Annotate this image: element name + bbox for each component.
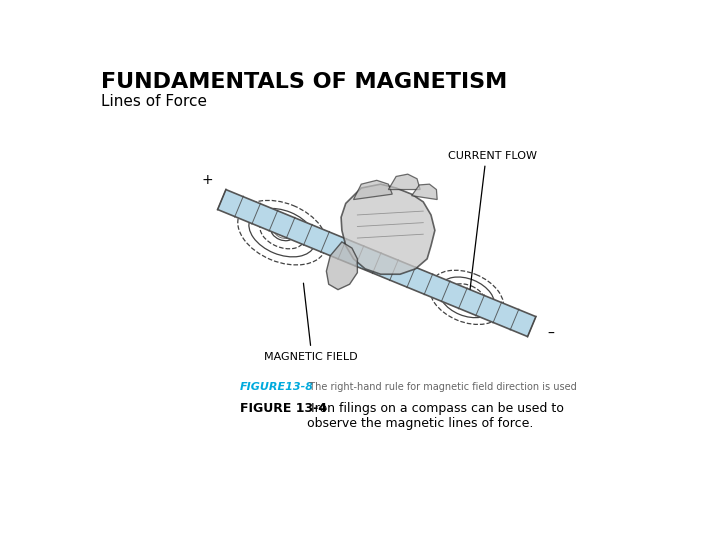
- Polygon shape: [354, 180, 392, 200]
- Text: +: +: [202, 173, 214, 187]
- Text: MAGNETIC FIELD: MAGNETIC FIELD: [264, 353, 358, 362]
- Text: FUNDAMENTALS OF MAGNETISM: FUNDAMENTALS OF MAGNETISM: [101, 72, 507, 92]
- Text: Lines of Force: Lines of Force: [101, 94, 207, 109]
- Polygon shape: [217, 190, 536, 336]
- Polygon shape: [388, 174, 420, 190]
- Text: –: –: [548, 327, 554, 341]
- Text: Iron filings on a compass can be used to
observe the magnetic lines of force.: Iron filings on a compass can be used to…: [307, 402, 564, 430]
- Polygon shape: [412, 184, 437, 200]
- Text: FIGURE 13-4: FIGURE 13-4: [240, 402, 327, 415]
- Text: CURRENT FLOW: CURRENT FLOW: [449, 151, 538, 161]
- Text: FIGURE13-8: FIGURE13-8: [240, 382, 314, 392]
- Polygon shape: [341, 184, 435, 274]
- Text: The right-hand rule for magnetic field direction is used: The right-hand rule for magnetic field d…: [303, 382, 577, 392]
- Polygon shape: [326, 242, 357, 289]
